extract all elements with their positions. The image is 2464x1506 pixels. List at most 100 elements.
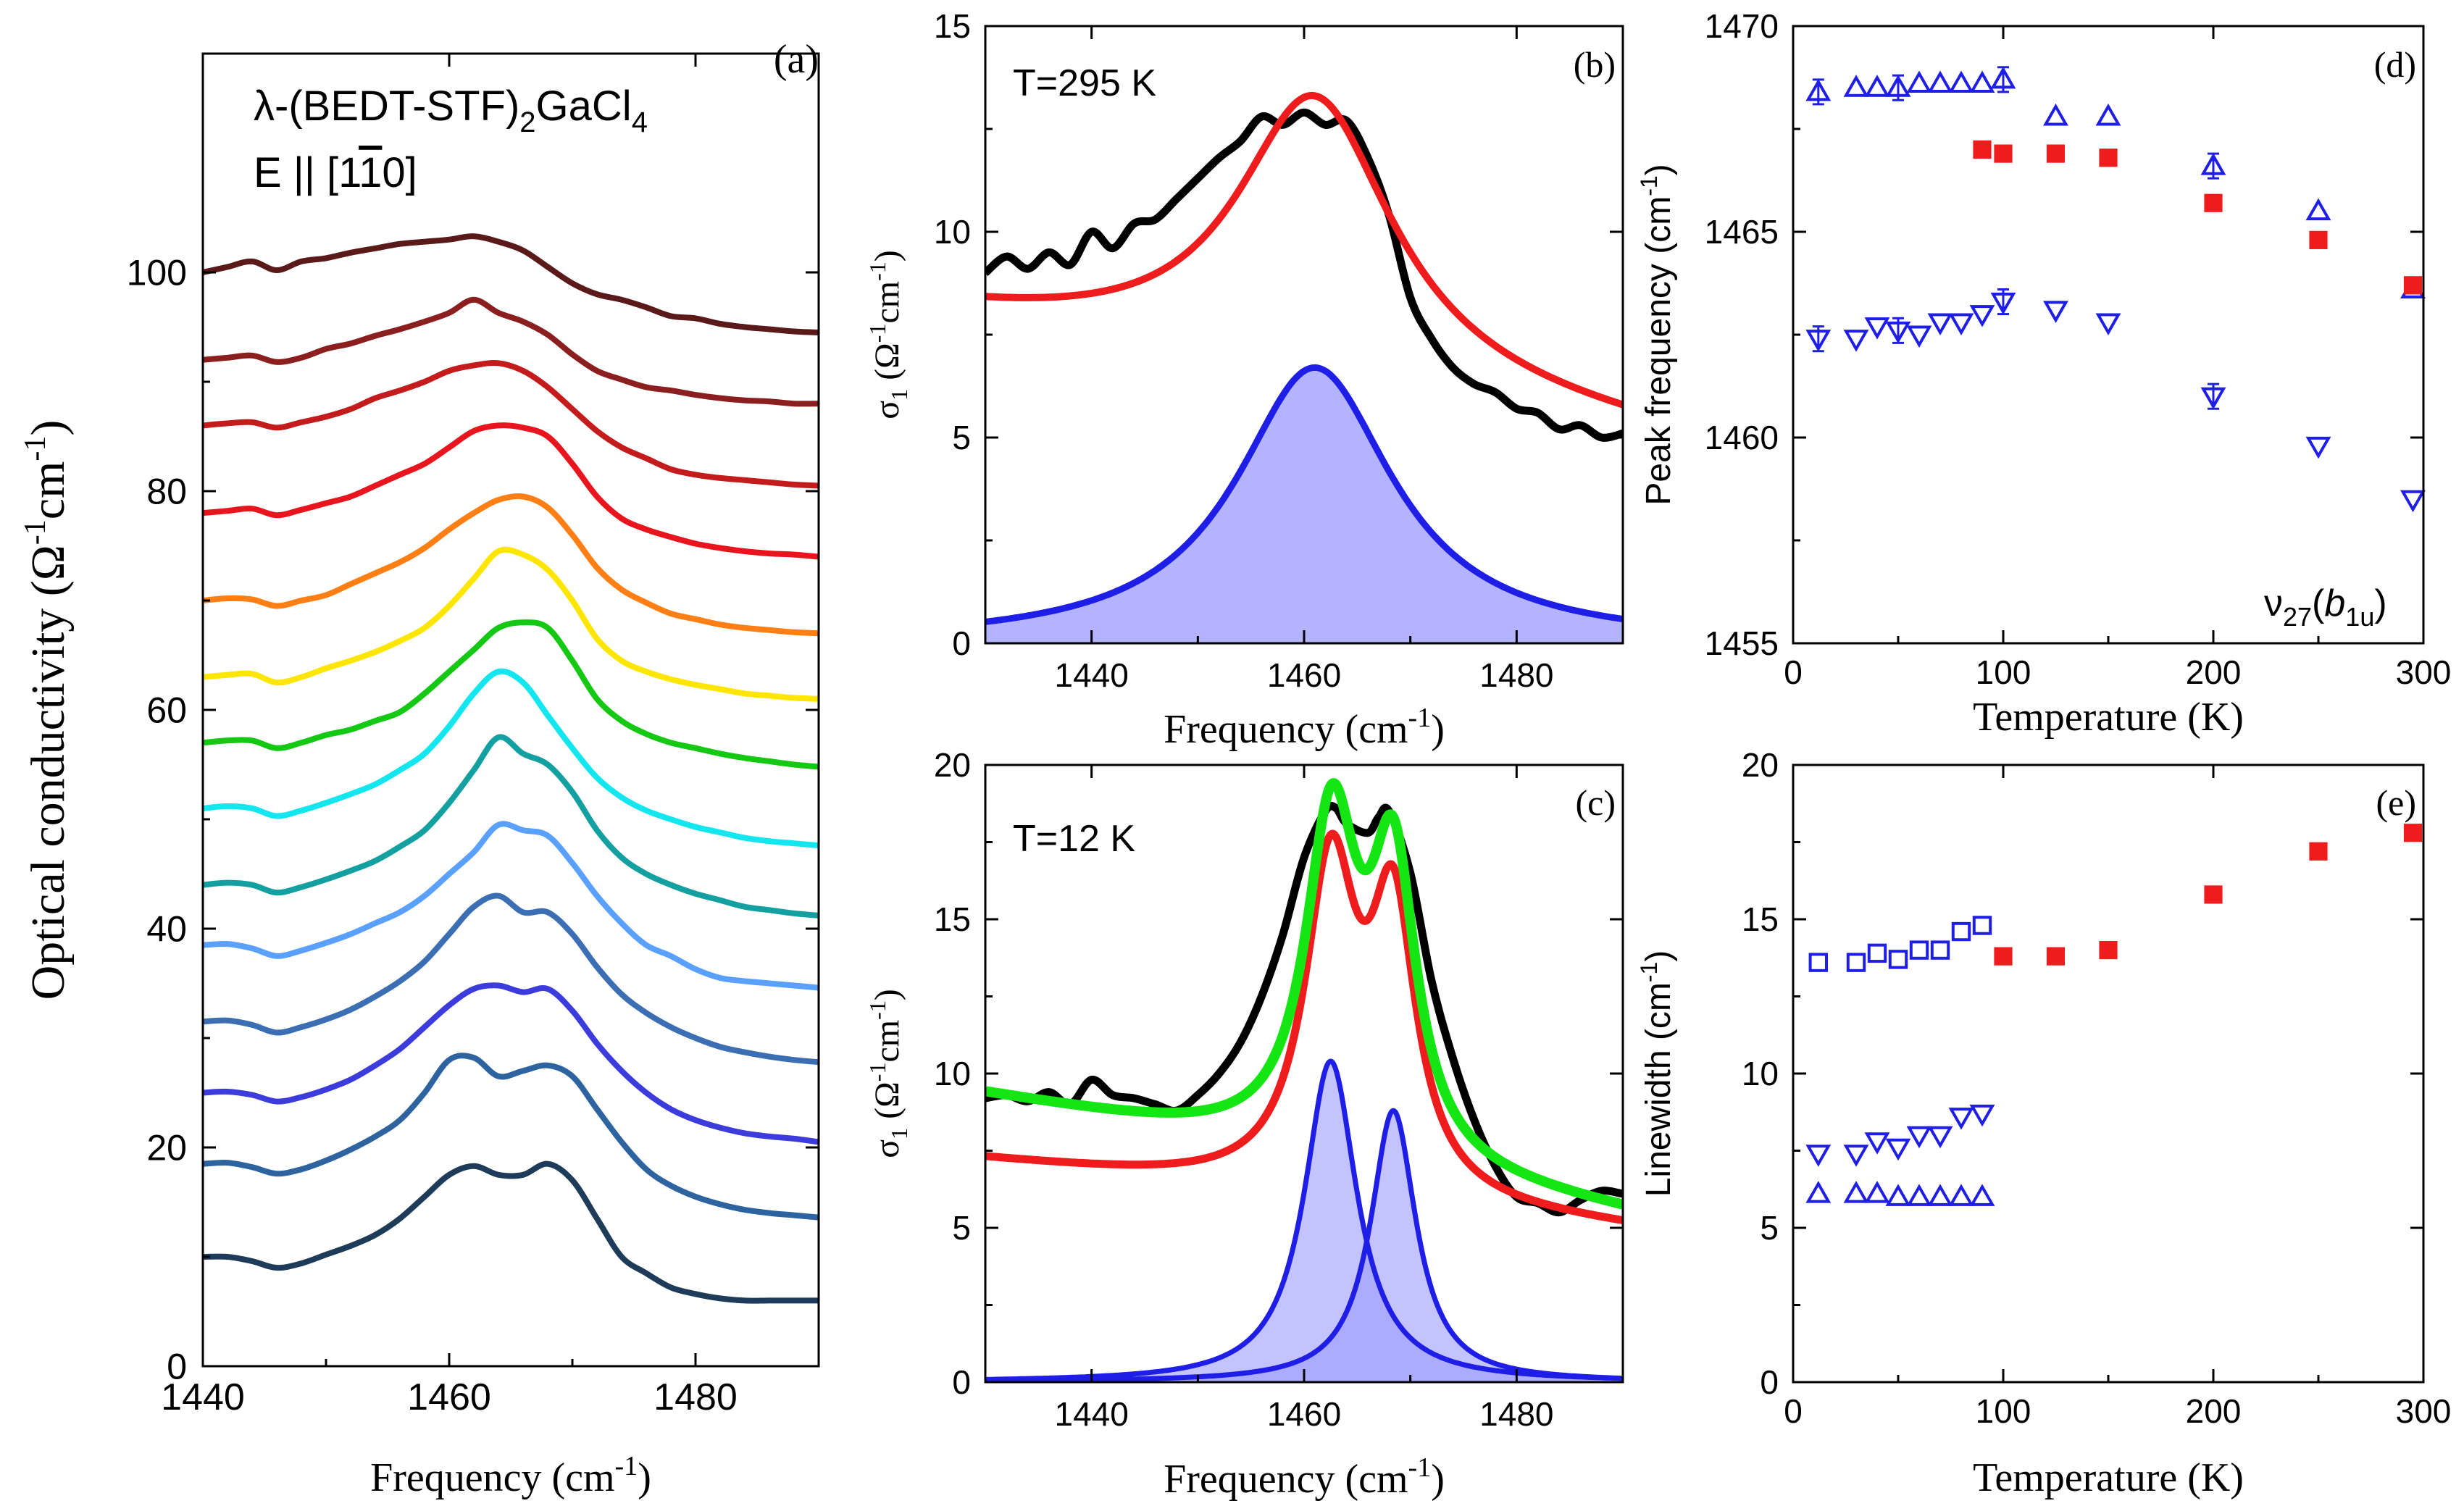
triangle-down-marker [2095, 313, 2121, 335]
triangle-up-marker [1805, 78, 1832, 101]
panel-c-ticks: 1440 1460 1480 0 5 10 15 20 [934, 746, 1623, 1433]
experiment-line [985, 108, 1623, 442]
panel-e-ticks: 0 100 200 300 0 5 10 15 20 [1742, 746, 2452, 1430]
panel-c-xlabel: Frequency (cm-1) [1164, 1452, 1445, 1502]
panel-c: 1440 1460 1480 0 5 10 15 20 (c) T=12 K Frequenc… [864, 746, 1624, 1502]
triangle-up-marker [2305, 198, 2331, 221]
triangle-up-marker [1906, 70, 1932, 93]
triangle-down-marker [1906, 325, 1932, 348]
triangle-up-marker [1805, 1181, 1832, 1203]
triangle-down-marker [1864, 1132, 1890, 1155]
filled-square-marker [2309, 230, 2328, 249]
filled-square-marker [2099, 148, 2118, 167]
x-tick-label: 0 [1784, 653, 1803, 691]
filled-square-marker [2309, 842, 2328, 861]
filled-square-marker [2046, 144, 2066, 163]
spectrum-line [203, 668, 819, 849]
triangle-up-marker [1843, 75, 1869, 97]
spectrum-line [203, 982, 819, 1145]
open-square-marker [1808, 953, 1829, 972]
open-square-marker [1846, 953, 1866, 972]
y-tick-label: 20 [146, 1128, 187, 1168]
y-tick-label: 0 [952, 624, 971, 662]
x-tick-label: 300 [2396, 1392, 2452, 1430]
panel-e-xlabel: Temperature (K) [1973, 1455, 2244, 1500]
y-tick-label: 40 [146, 909, 187, 950]
y-tick-label: 0 [167, 1347, 187, 1387]
y-tick-label: 10 [934, 1055, 971, 1092]
triangle-down-marker [1927, 1126, 1953, 1149]
x-tick-label: 1480 [1479, 1395, 1553, 1433]
panel-a-field-direction: E || [110] [254, 149, 417, 196]
spectrum-line [203, 493, 819, 637]
triangle-up-marker [1885, 1184, 1911, 1206]
panel-a: 1440 1460 1480 0 20 40 60 80 100 (a) λ-(BEDT-STF… [19, 37, 820, 1500]
panel-c-ylabel: σ1 (Ω-1cm-1) [864, 989, 912, 1158]
triangle-up-marker [1864, 75, 1890, 97]
y-tick-label: 1460 [1705, 419, 1779, 456]
triangle-up-marker [2095, 103, 2121, 126]
panel-c-temperature: T=12 K [1013, 818, 1135, 860]
x-tick-label: 300 [2396, 653, 2452, 691]
spectrum-line [203, 821, 819, 991]
panel-b-xlabel: Frequency (cm-1) [1164, 703, 1445, 752]
triangle-up-marker [1906, 1184, 1932, 1206]
x-tick-label: 100 [1976, 653, 2031, 691]
y-tick-label: 1455 [1705, 624, 1779, 662]
fit-line [985, 829, 1623, 1224]
triangle-down-marker [1948, 313, 1974, 335]
triangle-down-marker [1990, 293, 2016, 315]
panel-a-compound-title: λ-(BEDT-STF)2GaCl4 [254, 83, 648, 138]
triangle-up-marker [2043, 103, 2068, 126]
panel-e: 0 100 200 300 0 5 10 15 20 (e) Temperature (K) L… [1636, 746, 2451, 1500]
triangle-up-marker [1990, 66, 2016, 89]
triangle-down-marker [1927, 313, 1953, 335]
filled-square-marker [2204, 193, 2223, 212]
triangle-down-marker [1885, 1138, 1911, 1161]
spectrum-line [203, 892, 819, 1066]
panel-d-plot-area [1805, 66, 2426, 513]
spectrum-line [203, 619, 819, 770]
y-tick-label: 15 [1742, 900, 1779, 938]
triangle-down-marker [1885, 321, 1911, 344]
panel-b-ylabel: σ1 (Ω-1cm-1) [864, 250, 912, 419]
x-tick-label: 1460 [1267, 1395, 1341, 1433]
panel-d-xlabel: Temperature (K) [1973, 695, 2244, 740]
open-square-marker [1867, 943, 1887, 963]
filled-square-marker [2099, 941, 2118, 960]
panel-b: 1440 1460 1480 0 5 10 15 (b) T=295 K Frequency… [864, 7, 1624, 752]
x-tick-label: 0 [1784, 1392, 1803, 1430]
triangle-down-marker [1948, 1108, 1974, 1130]
panel-d-label: (d) [2374, 44, 2416, 85]
panel-e-frame [1792, 764, 2425, 1384]
triangle-down-marker [2043, 301, 2068, 323]
triangle-up-marker [1969, 1184, 1995, 1206]
y-tick-label: 0 [1760, 1363, 1779, 1401]
panel-e-plot-area [1805, 824, 2423, 1206]
triangle-up-marker [1927, 70, 1953, 93]
y-tick-label: 1470 [1705, 7, 1779, 45]
panel-d-ticks: 0 100 200 300 1455 1460 1465 1470 [1705, 7, 2452, 691]
spectrum-line [203, 296, 819, 407]
triangle-up-marker [1885, 75, 1911, 97]
y-tick-label: 1465 [1705, 213, 1779, 251]
open-square-marker [1951, 921, 1971, 942]
triangle-down-marker [1805, 330, 1832, 352]
y-tick-label: 5 [952, 1209, 971, 1247]
x-tick-label: 1480 [653, 1376, 738, 1418]
y-tick-label: 5 [1760, 1209, 1779, 1247]
triangle-up-marker [2200, 153, 2226, 175]
filled-square-marker [2403, 276, 2423, 295]
panel-a-label: (a) [774, 37, 819, 82]
y-tick-label: 0 [952, 1363, 971, 1401]
open-square-marker [1972, 916, 1992, 935]
open-square-marker [1930, 940, 1950, 960]
x-tick-label: 1440 [1054, 1395, 1128, 1433]
y-tick-label: 20 [934, 746, 971, 784]
spectrum-line [203, 1053, 819, 1221]
panel-e-label: (e) [2376, 782, 2417, 823]
x-tick-label: 1460 [407, 1376, 491, 1418]
y-tick-label: 10 [1742, 1055, 1779, 1092]
panel-c-label: (c) [1576, 782, 1616, 823]
